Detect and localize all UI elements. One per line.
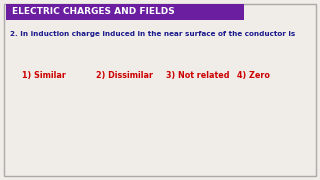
Text: 2) Dissimilar: 2) Dissimilar <box>96 71 153 80</box>
Text: 1) Similar: 1) Similar <box>22 71 66 80</box>
Text: 3) Not related: 3) Not related <box>166 71 230 80</box>
Text: ELECTRIC CHARGES AND FIELDS: ELECTRIC CHARGES AND FIELDS <box>12 8 175 17</box>
Bar <box>6 4 244 20</box>
Text: 4) Zero: 4) Zero <box>237 71 270 80</box>
Text: 2. In induction charge induced in the near surface of the conductor is: 2. In induction charge induced in the ne… <box>10 31 295 37</box>
